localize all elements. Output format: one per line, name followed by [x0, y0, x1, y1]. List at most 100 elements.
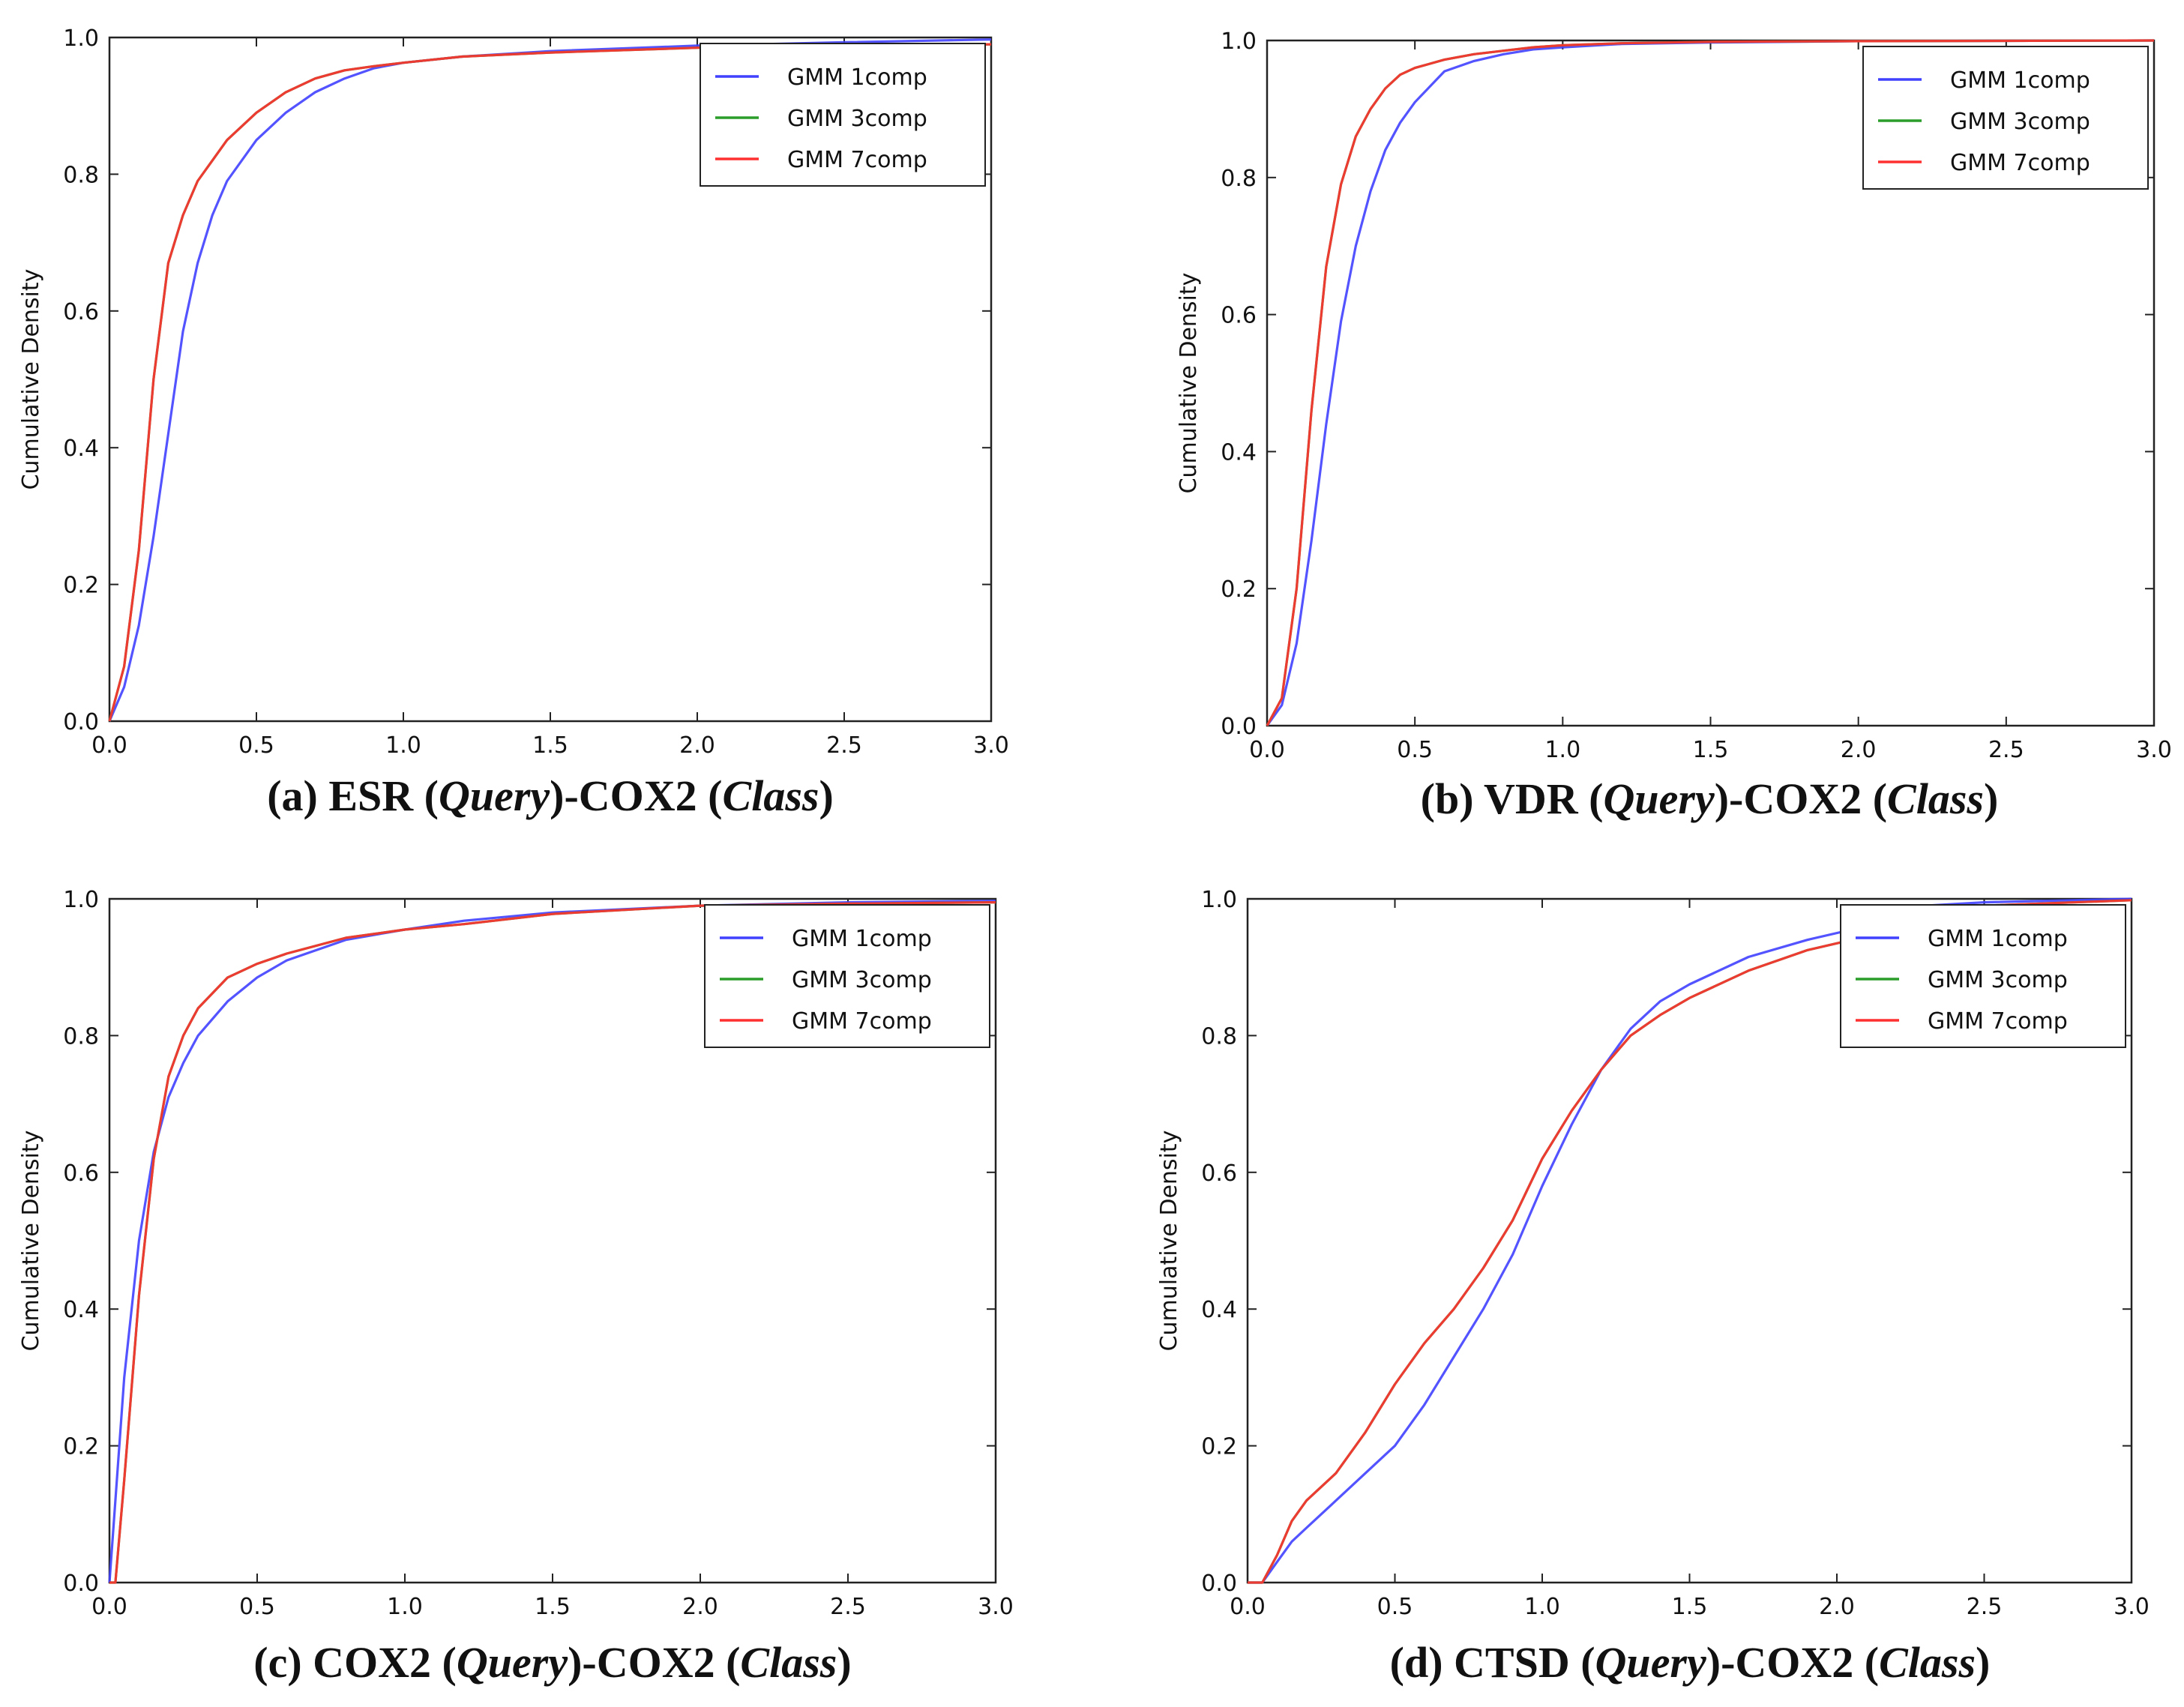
- y-axis-label: Cumulative Density: [18, 1131, 44, 1352]
- series-line-gmm-1comp: [1248, 897, 2132, 1584]
- caption-prefix: (b) VDR (: [1421, 774, 1604, 823]
- panel-caption: (b) VDR (Query)-COX2 (Class): [1421, 774, 1999, 823]
- legend-box: [700, 43, 986, 187]
- caption-suffix: ): [1976, 1638, 1990, 1687]
- y-tick-label: 0.8: [1221, 166, 1257, 192]
- legend-label: GMM 7comp: [1950, 150, 2090, 176]
- panel-d: 0.0 0.5 1.0 1.5 2.0 2.5 3.0 0.0 0.2 0.4 0.6 0.8 1.0 C…: [1156, 887, 2150, 1687]
- legend: GMM 1comp GMM 3comp GMM 7comp: [1840, 904, 2126, 1048]
- y-tick-label: 0.2: [63, 573, 99, 599]
- legend: GMM 1comp GMM 3comp GMM 7comp: [704, 904, 990, 1048]
- x-tick-label: 1.5: [1672, 1594, 1708, 1620]
- caption-query: Query: [439, 771, 550, 820]
- y-tick-label: 0.6: [63, 1160, 99, 1187]
- legend-box: [704, 904, 990, 1048]
- x-tick-label: 2.5: [826, 732, 862, 759]
- y-tick-label: 0.0: [1221, 714, 1257, 740]
- series-line-gmm-7comp: [1266, 39, 2155, 726]
- legend-label: GMM 3comp: [792, 967, 932, 993]
- panel-caption: (d) CTSD (Query)-COX2 (Class): [1390, 1638, 1991, 1687]
- y-tick-label: 0.6: [63, 299, 99, 325]
- y-axis-label: Cumulative Density: [1176, 273, 1202, 494]
- panel-b: 0.0 0.5 1.0 1.5 2.0 2.5 3.0 0.0 0.2 0.4 0.6 0.8 1.0 C…: [1176, 28, 2172, 823]
- x-tick-label: 3.0: [973, 732, 1009, 759]
- y-tick-label: 0.8: [1201, 1023, 1237, 1050]
- legend: GMM 1comp GMM 3comp GMM 7comp: [700, 43, 986, 187]
- y-axis-label: Cumulative Density: [1156, 1131, 1182, 1352]
- x-tick-label: 1.0: [385, 732, 421, 759]
- caption-middle: )-COX2 (: [1715, 774, 1887, 823]
- caption-class: Class: [723, 771, 819, 820]
- y-tick-label: 0.4: [1221, 439, 1257, 466]
- y-tick-label: 0.0: [63, 709, 99, 735]
- series-line-gmm-7comp: [108, 43, 992, 722]
- legend-box: [1862, 46, 2149, 190]
- x-tick-label: 3.0: [978, 1594, 1014, 1620]
- caption-prefix: (a) ESR (: [267, 771, 439, 820]
- caption-query: Query: [1603, 774, 1714, 823]
- x-tick-label: 3.0: [2136, 737, 2172, 763]
- x-tick-label: 3.0: [2114, 1594, 2150, 1620]
- y-tick-label: 0.6: [1201, 1160, 1237, 1187]
- legend-label: GMM 1comp: [1928, 926, 2068, 952]
- legend-label: GMM 1comp: [787, 64, 927, 91]
- x-tick-label: 0.0: [1249, 737, 1285, 763]
- x-tick-label: 1.5: [1693, 737, 1729, 763]
- legend-label: GMM 1comp: [1950, 67, 2090, 94]
- x-tick-label: 1.5: [532, 732, 568, 759]
- legend-label: GMM 7comp: [787, 147, 927, 173]
- y-tick-label: 1.0: [63, 887, 99, 913]
- series-line-gmm-7comp: [109, 901, 996, 1584]
- y-tick-label: 1.0: [1221, 28, 1257, 55]
- x-tick-label: 2.0: [1819, 1594, 1855, 1620]
- y-tick-label: 0.6: [1221, 303, 1257, 329]
- caption-middle: )-COX2 (: [1706, 1638, 1879, 1687]
- caption-suffix: ): [819, 771, 833, 820]
- x-tick-label: 2.5: [1988, 737, 2024, 763]
- x-tick-label: 1.0: [1524, 1594, 1560, 1620]
- legend-box: [1840, 904, 2126, 1048]
- caption-middle: )-COX2 (: [550, 771, 722, 820]
- legend: GMM 1comp GMM 3comp GMM 7comp: [1862, 46, 2149, 190]
- x-tick-label: 1.5: [535, 1594, 571, 1620]
- y-tick-label: 0.4: [1201, 1297, 1237, 1323]
- x-tick-label: 1.0: [387, 1594, 423, 1620]
- y-tick-label: 0.4: [63, 436, 99, 462]
- legend-label: GMM 3comp: [787, 106, 927, 132]
- caption-suffix: ): [837, 1638, 851, 1687]
- panel-caption: (c) COX2 (Query)-COX2 (Class): [253, 1638, 851, 1687]
- caption-middle: )-COX2 (: [568, 1638, 740, 1687]
- y-tick-label: 0.4: [63, 1297, 99, 1323]
- y-tick-label: 0.0: [1201, 1571, 1237, 1597]
- x-tick-label: 2.0: [682, 1594, 718, 1620]
- y-tick-label: 0.8: [63, 162, 99, 188]
- y-tick-label: 0.2: [1201, 1434, 1237, 1460]
- y-tick-label: 0.8: [63, 1023, 99, 1050]
- x-tick-label: 2.5: [1967, 1594, 2003, 1620]
- x-tick-label: 2.0: [679, 732, 715, 759]
- x-tick-label: 1.0: [1544, 737, 1580, 763]
- caption-query: Query: [457, 1638, 568, 1687]
- caption-class: Class: [740, 1638, 837, 1687]
- panel-c: 0.0 0.5 1.0 1.5 2.0 2.5 3.0 0.0 0.2 0.4 0.6 0.8 1.0 C…: [18, 887, 1014, 1687]
- caption-prefix: (d) CTSD (: [1390, 1638, 1595, 1687]
- x-tick-label: 0.5: [1377, 1594, 1413, 1620]
- x-tick-label: 0.5: [239, 1594, 275, 1620]
- caption-class: Class: [1879, 1638, 1976, 1687]
- legend-label: GMM 3comp: [1950, 109, 2090, 135]
- legend-label: GMM 1comp: [792, 926, 932, 952]
- x-tick-label: 0.0: [91, 732, 127, 759]
- panel-caption: (a) ESR (Query)-COX2 (Class): [267, 771, 834, 820]
- y-tick-label: 0.2: [63, 1434, 99, 1460]
- x-tick-label: 2.0: [1841, 737, 1877, 763]
- caption-query: Query: [1595, 1638, 1706, 1687]
- x-tick-label: 0.5: [238, 732, 274, 759]
- legend-label: GMM 7comp: [792, 1008, 932, 1035]
- caption-suffix: ): [1984, 774, 1998, 823]
- legend-label: GMM 3comp: [1928, 967, 2068, 993]
- y-axis-label: Cumulative Density: [18, 269, 44, 490]
- legend-label: GMM 7comp: [1928, 1008, 2068, 1035]
- x-tick-label: 0.0: [1230, 1594, 1266, 1620]
- y-tick-label: 1.0: [1201, 887, 1237, 913]
